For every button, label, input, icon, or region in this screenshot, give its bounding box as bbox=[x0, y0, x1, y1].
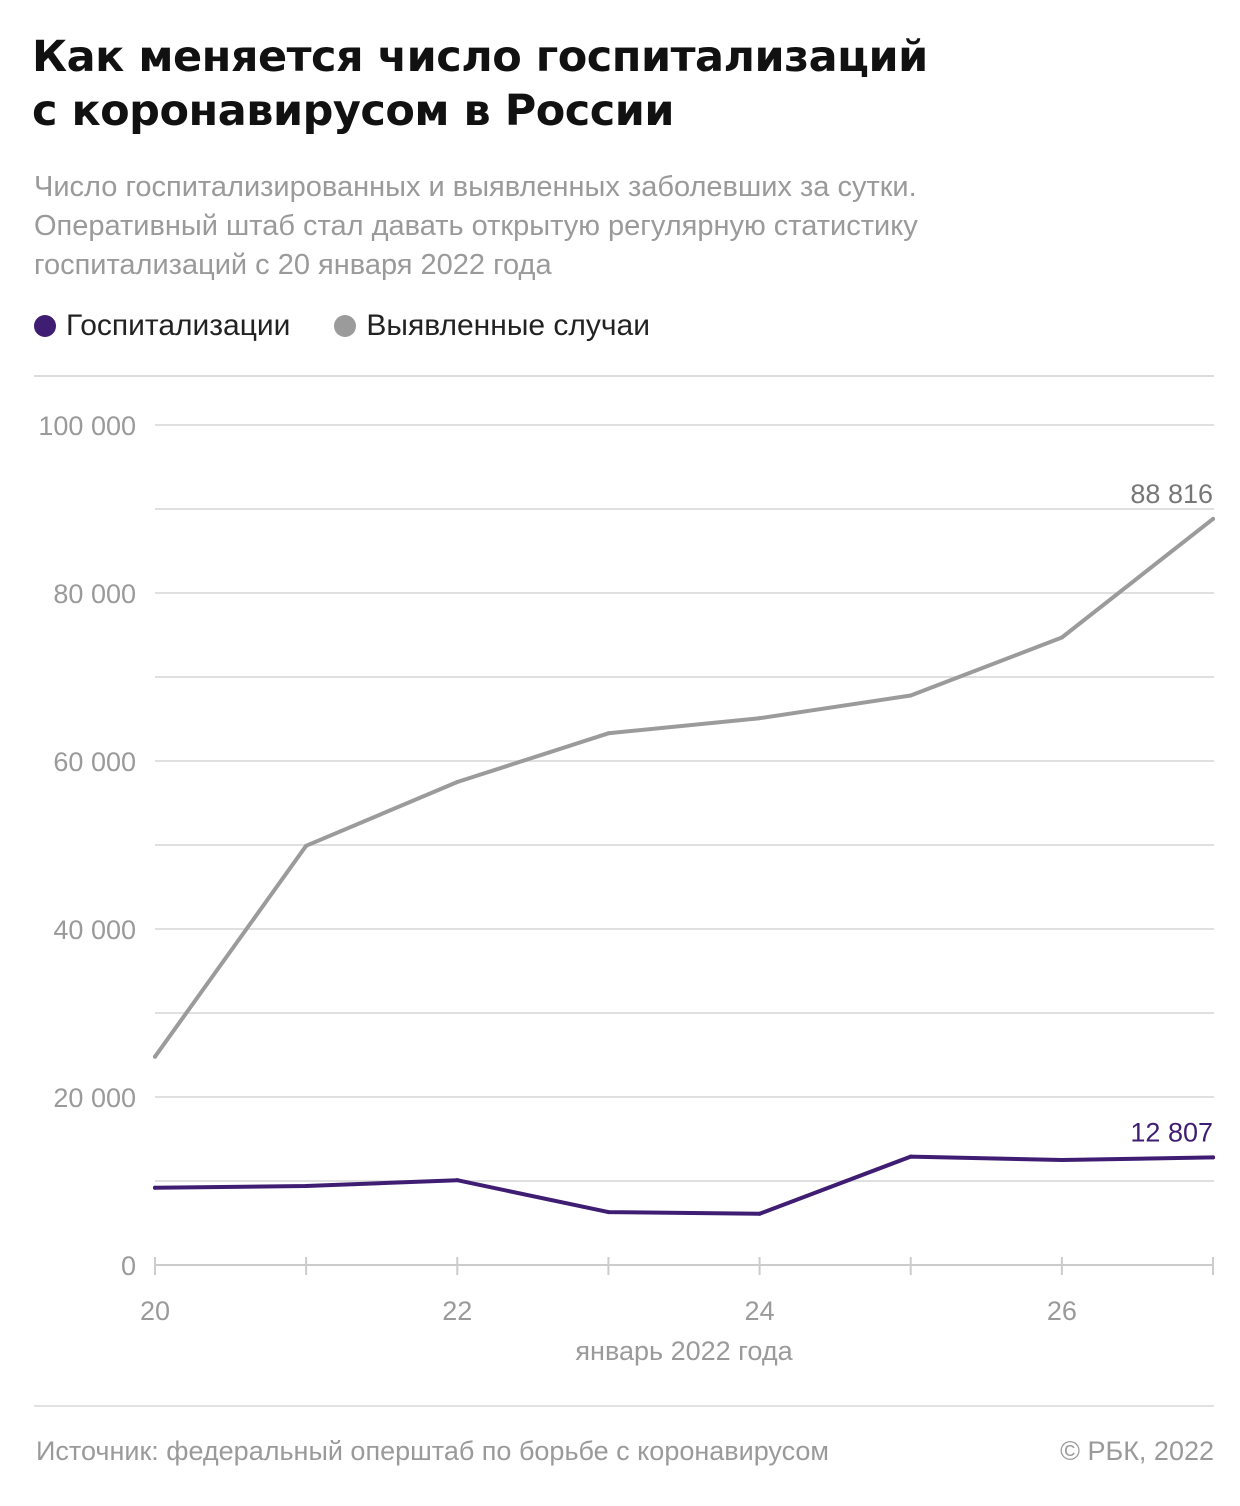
legend-item-cases: Выявленные случаи bbox=[334, 309, 650, 343]
data-point bbox=[757, 716, 762, 721]
subtitle-line-2: Оперативный штаб стал давать открытую ре… bbox=[34, 210, 918, 242]
y-tick-label: 0 bbox=[121, 1251, 136, 1281]
chart-title-line-2: с коронавирусом в России bbox=[32, 86, 675, 136]
data-point bbox=[304, 843, 309, 848]
legend-label-hospitalizations: Госпитализации bbox=[66, 309, 291, 342]
data-point bbox=[455, 780, 460, 784]
end-value-label: 12 807 bbox=[1130, 1117, 1213, 1147]
subtitle-line-3: госпитализаций с 20 января 2022 года bbox=[34, 249, 552, 281]
source-note: Источник: федеральный оперштаб по борьбе… bbox=[36, 1436, 829, 1466]
legend-marker-cases bbox=[334, 315, 357, 337]
series-line-1 bbox=[153, 516, 1215, 1059]
data-point bbox=[606, 1210, 611, 1215]
subtitle-line-1: Число госпитализированных и выявленных з… bbox=[34, 171, 917, 203]
data-point bbox=[304, 1184, 309, 1189]
x-axis: 20 22 24 26 bbox=[140, 1257, 1214, 1326]
legend-marker-hospitalizations bbox=[34, 315, 56, 337]
data-point bbox=[1211, 516, 1215, 521]
x-tick-label: 24 bbox=[745, 1296, 775, 1326]
y-axis: 0 20 000 40 000 60 000 80 000 100 000 bbox=[38, 411, 136, 1281]
chart-grid bbox=[155, 424, 1214, 1182]
chart-end-labels: 12 807 88 816 bbox=[1130, 479, 1213, 1147]
y-tick-label: 60 000 bbox=[53, 747, 136, 777]
copyright-note: © РБК, 2022 bbox=[1060, 1436, 1214, 1466]
data-point bbox=[153, 1185, 157, 1190]
series-line-0 bbox=[153, 1154, 1215, 1216]
chart-title-line-1: Как меняется число госпитализаций bbox=[32, 32, 928, 82]
x-axis-label: январь 2022 года bbox=[575, 1336, 793, 1366]
chart-title: Как меняется число госпитализаций с коро… bbox=[32, 30, 1212, 138]
x-tick-label: 22 bbox=[442, 1296, 472, 1326]
data-point bbox=[1059, 635, 1064, 640]
end-value-label: 88 816 bbox=[1130, 479, 1213, 509]
data-point bbox=[757, 1211, 762, 1216]
x-tick-label: 20 bbox=[140, 1296, 170, 1326]
legend-label-cases: Выявленные случаи bbox=[366, 309, 650, 342]
data-point bbox=[908, 693, 913, 698]
y-tick-label: 100 000 bbox=[38, 411, 136, 441]
legend-item-hospitalizations: Госпитализации bbox=[34, 309, 290, 343]
bottom-divider bbox=[34, 1405, 1214, 1407]
y-tick-label: 40 000 bbox=[53, 915, 136, 945]
chart-legend: Госпитализации Выявленные случаи bbox=[34, 306, 694, 346]
data-point bbox=[153, 1054, 157, 1059]
y-tick-label: 80 000 bbox=[53, 579, 136, 609]
data-point bbox=[908, 1154, 913, 1159]
data-point bbox=[1211, 1155, 1215, 1160]
data-point bbox=[1059, 1158, 1064, 1162]
y-tick-label: 20 000 bbox=[53, 1083, 136, 1113]
chart-subtitle: Число госпитализированных и выявленных з… bbox=[34, 168, 1214, 285]
chart-series bbox=[153, 516, 1215, 1216]
x-tick-label: 26 bbox=[1047, 1296, 1077, 1326]
data-point bbox=[606, 731, 611, 736]
data-point bbox=[455, 1178, 460, 1183]
